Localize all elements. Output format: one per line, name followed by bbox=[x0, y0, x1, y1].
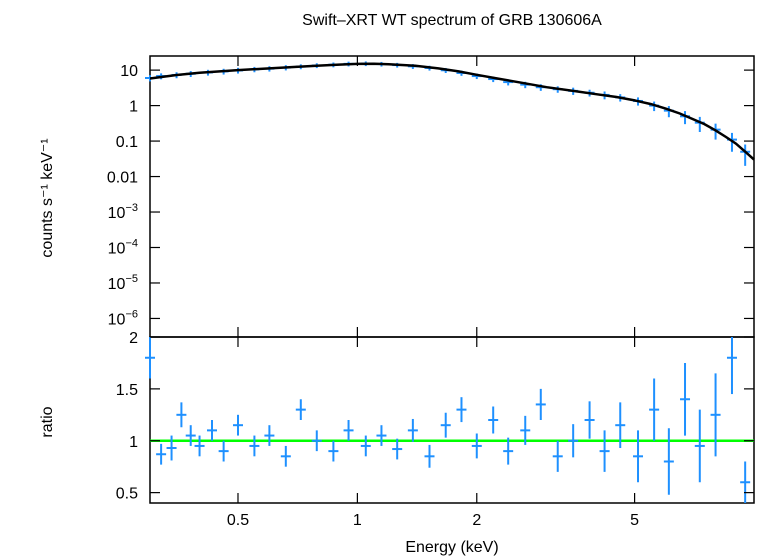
residuals-point bbox=[535, 388, 546, 420]
residuals-point bbox=[599, 430, 610, 472]
residuals-point bbox=[328, 440, 339, 462]
residuals-point bbox=[726, 337, 737, 395]
spectrum-y-axis-label: counts s⁻¹ keV⁻¹ bbox=[39, 138, 56, 257]
residuals-point bbox=[407, 418, 418, 442]
x-tick-label: 0.5 bbox=[227, 512, 249, 529]
residuals-point bbox=[680, 362, 691, 436]
residuals-point bbox=[503, 437, 514, 465]
residuals-point bbox=[176, 402, 187, 428]
y-tick-label: 10−5 bbox=[108, 273, 138, 293]
residuals-point bbox=[185, 425, 196, 446]
y-tick-label: 2 bbox=[129, 330, 138, 347]
residuals-point bbox=[633, 430, 644, 483]
chart-title: Swift–XRT WT spectrum of GRB 130606A bbox=[302, 12, 602, 29]
y-tick-label: 0.5 bbox=[116, 486, 138, 503]
y-tick-label: 10−4 bbox=[108, 237, 138, 257]
y-tick-label: 10 bbox=[120, 63, 138, 80]
residuals-point bbox=[584, 401, 595, 439]
residuals-point bbox=[194, 435, 205, 457]
residuals-point bbox=[520, 415, 531, 445]
residuals-point bbox=[232, 414, 243, 436]
x-tick-label: 1 bbox=[353, 512, 362, 529]
residuals-point bbox=[376, 425, 387, 446]
residuals-point bbox=[360, 435, 371, 457]
residuals-point bbox=[615, 402, 626, 449]
residuals-point bbox=[568, 424, 579, 458]
residuals-point bbox=[145, 337, 155, 379]
y-tick-label: 1.5 bbox=[116, 382, 138, 399]
residuals-point bbox=[710, 373, 721, 457]
x-tick-label: 5 bbox=[630, 512, 639, 529]
residuals-point bbox=[424, 444, 435, 468]
residuals-point bbox=[343, 420, 354, 441]
residuals-point bbox=[456, 397, 467, 423]
residuals-point bbox=[663, 428, 674, 495]
residuals-point bbox=[649, 378, 660, 441]
model-line bbox=[149, 62, 755, 161]
residuals-point bbox=[249, 435, 260, 457]
residuals-point bbox=[471, 433, 482, 459]
y-tick-label: 0.01 bbox=[107, 170, 138, 187]
x-tick-label: 2 bbox=[472, 512, 481, 529]
residuals-point bbox=[440, 412, 451, 438]
spectrum-panel: 10 1 0.1 0.01 10−3 10−4 10−5 10−6 bbox=[107, 55, 755, 338]
y-tick-label: 0.1 bbox=[116, 134, 138, 151]
residuals-point bbox=[280, 445, 291, 467]
residuals-point bbox=[218, 440, 229, 462]
y-tick-label: 10−3 bbox=[108, 202, 138, 222]
residuals-point bbox=[295, 399, 306, 420]
residuals-point bbox=[207, 420, 218, 441]
residuals-point bbox=[311, 430, 322, 452]
residuals-point bbox=[166, 435, 177, 461]
y-tick-label: 10−6 bbox=[108, 308, 138, 328]
residuals-point bbox=[488, 406, 499, 434]
x-axis-label: Energy (keV) bbox=[405, 539, 498, 556]
residuals-point bbox=[156, 443, 167, 465]
residuals-point bbox=[694, 409, 705, 483]
ratio-y-axis-label: ratio bbox=[39, 406, 56, 437]
residuals-point bbox=[552, 440, 563, 472]
spectrum-frame bbox=[149, 55, 755, 338]
residuals-point bbox=[264, 425, 275, 446]
residuals-point bbox=[740, 461, 751, 503]
y-tick-label: 1 bbox=[129, 99, 138, 116]
residuals-point bbox=[392, 438, 403, 460]
ratio-panel: 0.5 1 1.5 2 0.5 1 2 5 bbox=[116, 330, 755, 529]
y-tick-label: 1 bbox=[129, 434, 138, 451]
ratio-frame bbox=[149, 336, 755, 504]
